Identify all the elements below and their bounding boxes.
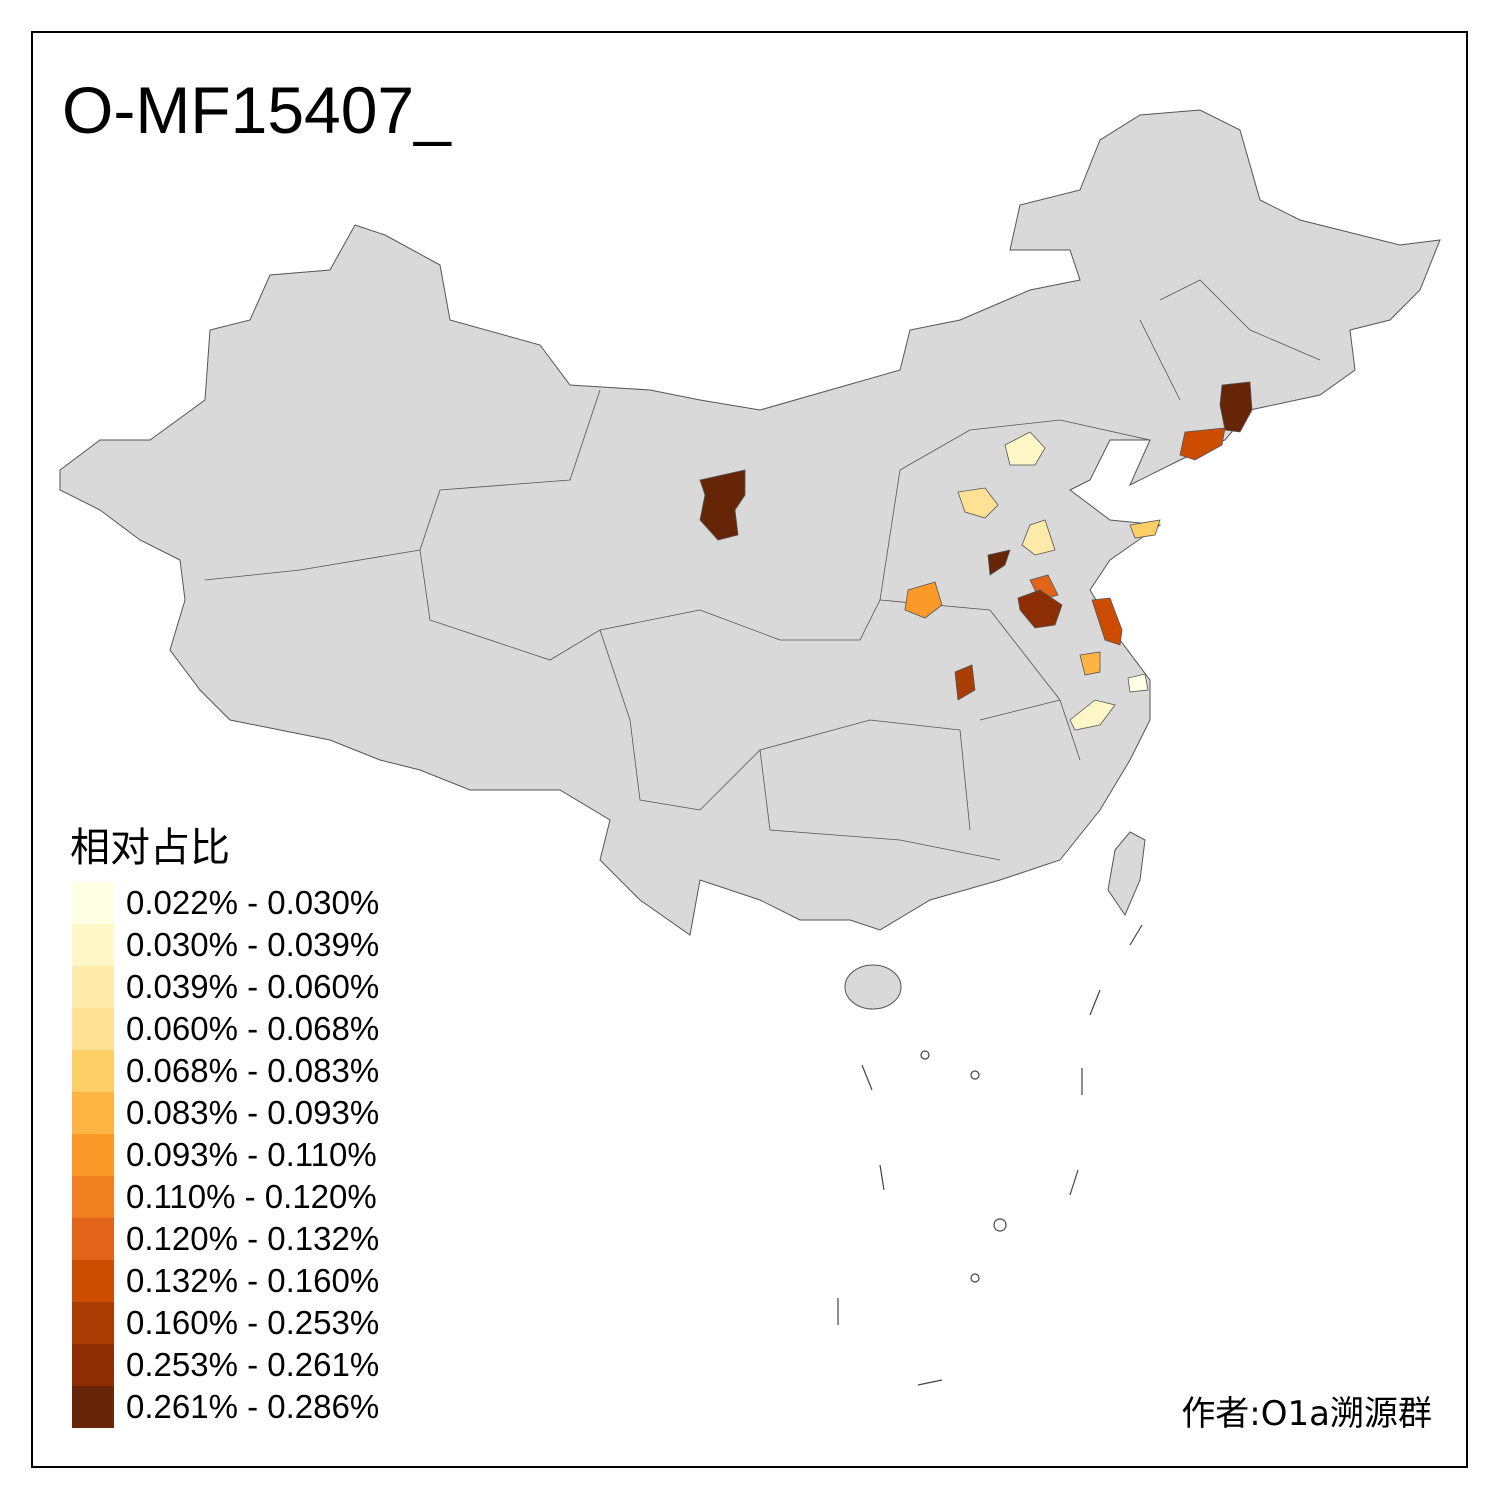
legend-label: 0.022% - 0.030% [126,884,380,921]
region [699,469,746,541]
legend-swatch [72,1050,114,1092]
author-credit: 作者:O1a溯源群 [1181,1394,1432,1434]
legend-swatch [72,924,114,966]
region [1004,431,1046,466]
legend-label: 0.030% - 0.039% [126,926,380,963]
legend-swatch [72,1218,114,1260]
region [1091,597,1123,646]
china-mainland [59,109,1441,936]
legend-item: 0.110% - 0.120% [72,1176,379,1218]
plot-frame [31,31,1468,1468]
map-title: O-MF15407_ [62,73,451,147]
legend-item: 0.030% - 0.039% [72,924,379,966]
region [1079,651,1101,676]
legend-label: 0.160% - 0.253% [126,1304,380,1341]
legend: 0.022% - 0.030% 0.030% - 0.039% 0.039% - 0… [72,882,379,1428]
region [1021,519,1056,556]
highlighted-regions [699,381,1253,731]
legend-swatch [72,1344,114,1386]
legend-item: 0.160% - 0.253% [72,1302,379,1344]
region [1017,589,1063,629]
legend-item: 0.120% - 0.132% [72,1218,379,1260]
legend-label: 0.132% - 0.160% [126,1262,380,1299]
legend-label: 0.068% - 0.083% [126,1052,380,1089]
legend-title: 相对占比 [70,825,230,871]
legend-label: 0.083% - 0.093% [126,1094,380,1131]
legend-label: 0.060% - 0.068% [126,1010,380,1047]
legend-item: 0.060% - 0.068% [72,1008,379,1050]
legend-swatch [72,1008,114,1050]
hainan-island [844,964,902,1010]
taiwan-island [1107,831,1146,917]
legend-item: 0.022% - 0.030% [72,882,379,924]
region [957,487,999,519]
legend-item: 0.253% - 0.261% [72,1344,379,1386]
region [1127,673,1149,693]
legend-item: 0.039% - 0.060% [72,966,379,1008]
region [904,581,943,619]
region [954,664,976,701]
legend-item: 0.093% - 0.110% [72,1134,379,1176]
legend-label: 0.093% - 0.110% [126,1136,377,1173]
legend-swatch [72,1302,114,1344]
region [1179,427,1226,461]
legend-item: 0.068% - 0.083% [72,1050,379,1092]
legend-label: 0.261% - 0.286% [126,1388,380,1425]
legend-label: 0.110% - 0.120% [126,1178,377,1215]
region [1129,519,1161,539]
legend-label: 0.120% - 0.132% [126,1220,380,1257]
legend-label: 0.039% - 0.060% [126,968,380,1005]
region [1069,699,1116,731]
legend-item: 0.083% - 0.093% [72,1092,379,1134]
legend-swatch [72,966,114,1008]
legend-item: 0.261% - 0.286% [72,1386,379,1428]
region [1219,381,1253,433]
legend-swatch [72,1386,114,1428]
region [987,549,1011,576]
legend-item: 0.132% - 0.160% [72,1260,379,1302]
legend-swatch [72,1260,114,1302]
legend-swatch [72,882,114,924]
legend-swatch [72,1176,114,1218]
legend-label: 0.253% - 0.261% [126,1346,380,1383]
legend-swatch [72,1134,114,1176]
legend-swatch [72,1092,114,1134]
south-china-sea-islands [837,924,1143,1386]
